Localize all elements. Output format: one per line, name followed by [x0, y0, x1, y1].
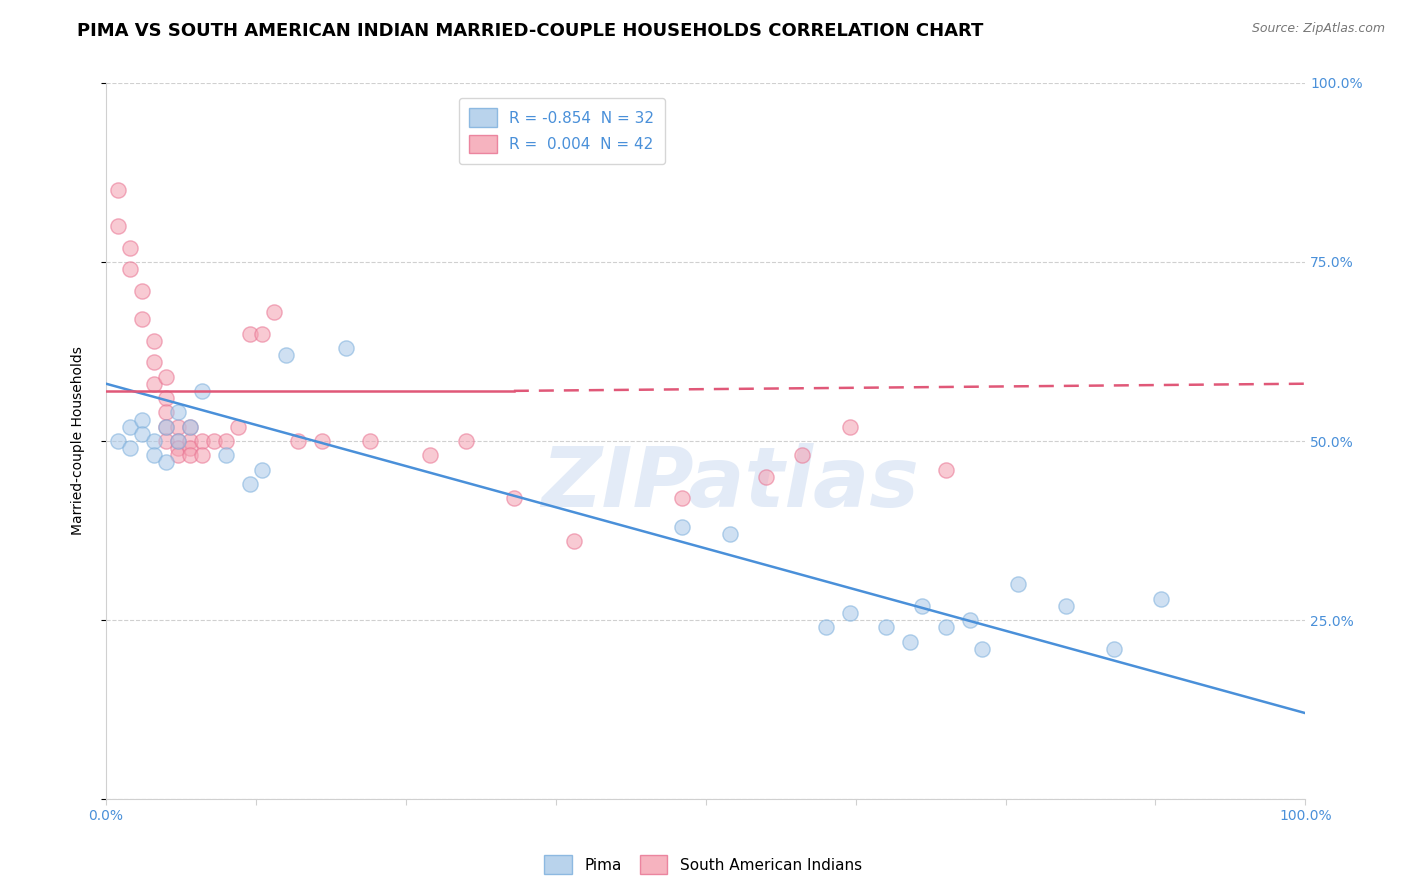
Point — [239, 326, 262, 341]
Point — [107, 434, 129, 448]
Point — [838, 606, 860, 620]
Point — [671, 520, 693, 534]
Y-axis label: Married-couple Households: Married-couple Households — [72, 347, 86, 535]
Point — [1054, 599, 1077, 613]
Point — [274, 348, 297, 362]
Point — [718, 527, 741, 541]
Point — [814, 620, 837, 634]
Point — [107, 219, 129, 234]
Point — [910, 599, 932, 613]
Point — [143, 434, 166, 448]
Point — [120, 262, 142, 277]
Point — [143, 355, 166, 369]
Point — [167, 448, 190, 462]
Point — [1102, 641, 1125, 656]
Point — [562, 534, 585, 549]
Point — [671, 491, 693, 506]
Point — [226, 419, 249, 434]
Point — [143, 448, 166, 462]
Point — [335, 341, 357, 355]
Point — [215, 434, 238, 448]
Point — [167, 434, 190, 448]
Point — [502, 491, 524, 506]
Point — [191, 384, 214, 398]
Point — [131, 412, 153, 426]
Point — [179, 434, 201, 448]
Point — [215, 448, 238, 462]
Point — [167, 419, 190, 434]
Point — [143, 334, 166, 348]
Point — [120, 241, 142, 255]
Point — [120, 419, 142, 434]
Point — [155, 405, 177, 419]
Point — [179, 419, 201, 434]
Point — [250, 463, 273, 477]
Point — [179, 419, 201, 434]
Point — [167, 441, 190, 455]
Point — [202, 434, 225, 448]
Point — [311, 434, 333, 448]
Point — [155, 455, 177, 469]
Legend: R = -0.854  N = 32, R =  0.004  N = 42: R = -0.854 N = 32, R = 0.004 N = 42 — [458, 98, 665, 164]
Point — [155, 419, 177, 434]
Point — [155, 369, 177, 384]
Point — [191, 448, 214, 462]
Point — [155, 391, 177, 405]
Point — [179, 448, 201, 462]
Point — [755, 470, 778, 484]
Point — [287, 434, 309, 448]
Point — [191, 434, 214, 448]
Point — [131, 284, 153, 298]
Point — [454, 434, 477, 448]
Point — [935, 463, 957, 477]
Legend: Pima, South American Indians: Pima, South American Indians — [538, 849, 868, 880]
Point — [1007, 577, 1029, 591]
Point — [131, 426, 153, 441]
Point — [875, 620, 897, 634]
Point — [155, 434, 177, 448]
Point — [790, 448, 813, 462]
Point — [120, 441, 142, 455]
Point — [935, 620, 957, 634]
Point — [107, 183, 129, 197]
Point — [838, 419, 860, 434]
Point — [1150, 591, 1173, 606]
Text: ZIPatlas: ZIPatlas — [541, 443, 918, 524]
Point — [250, 326, 273, 341]
Point — [970, 641, 993, 656]
Point — [239, 477, 262, 491]
Point — [179, 441, 201, 455]
Point — [131, 312, 153, 326]
Point — [419, 448, 441, 462]
Point — [263, 305, 285, 319]
Point — [155, 419, 177, 434]
Point — [898, 634, 921, 648]
Point — [143, 376, 166, 391]
Point — [359, 434, 381, 448]
Point — [959, 613, 981, 627]
Point — [167, 434, 190, 448]
Text: Source: ZipAtlas.com: Source: ZipAtlas.com — [1251, 22, 1385, 36]
Text: PIMA VS SOUTH AMERICAN INDIAN MARRIED-COUPLE HOUSEHOLDS CORRELATION CHART: PIMA VS SOUTH AMERICAN INDIAN MARRIED-CO… — [77, 22, 984, 40]
Point — [167, 405, 190, 419]
